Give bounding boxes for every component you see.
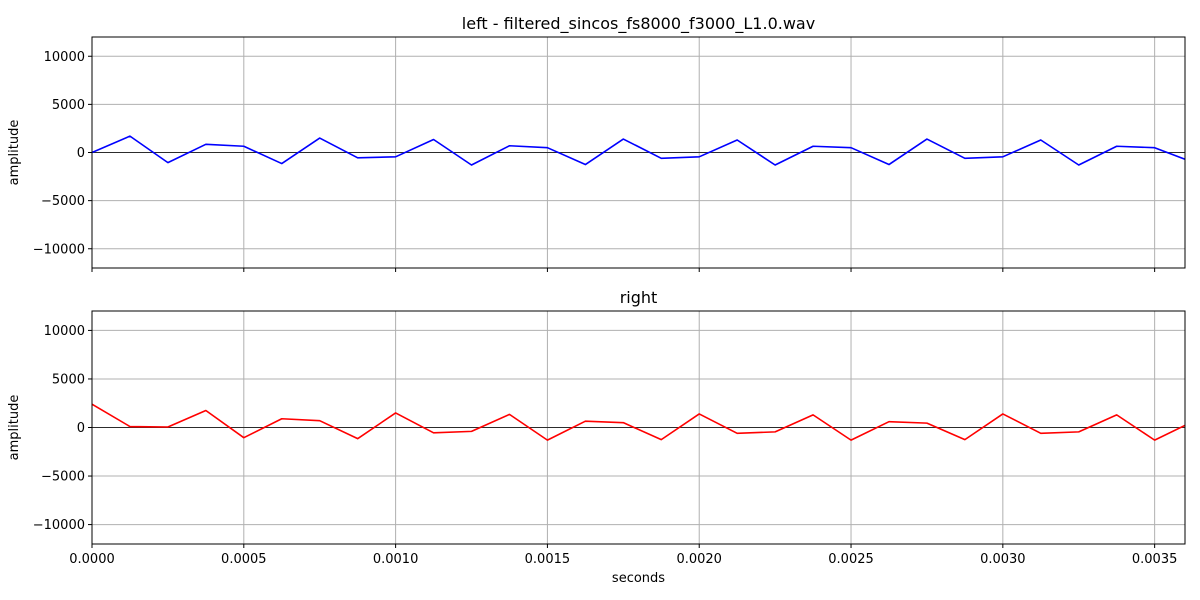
chart-title: right: [620, 288, 658, 307]
plot-frame: [91, 310, 1186, 545]
y-tick-label: 0: [77, 421, 85, 436]
x-tick-label: 0.0030: [980, 552, 1026, 567]
y-tick-label: −5000: [41, 194, 85, 209]
x-tick-label: 0.0025: [828, 552, 874, 567]
x-tick-label: 0.0035: [1132, 552, 1178, 567]
series-line-left: [92, 135, 1185, 166]
y-axis-label: amplitude: [7, 120, 22, 186]
y-tick-label: 10000: [44, 50, 85, 65]
y-tick-label: 5000: [52, 98, 85, 113]
y-tick-label: −5000: [41, 470, 85, 485]
chart-title: left - filtered_sincos_fs8000_f3000_L1.0…: [462, 14, 815, 34]
panel-right: 0.0000 0.0005 0.0010 0.0015 0.0020 0.0025 0.00…: [7, 288, 1186, 586]
x-tick-label: 0.0015: [525, 552, 571, 567]
y-tick-label: 10000: [44, 324, 85, 339]
y-tick-label: 0: [77, 146, 85, 161]
y-axis-label: amplitude: [7, 395, 22, 461]
x-tick-label: 0.0005: [221, 552, 267, 567]
series-line-right: [92, 403, 1185, 441]
x-axis-label: seconds: [612, 571, 665, 586]
x-tick-label: 0.0010: [373, 552, 419, 567]
y-tick-label: −10000: [33, 518, 85, 533]
y-tick-label: 5000: [52, 372, 85, 387]
panel-left: −10000 −5000 0 5000 10000 left - filtered_sin…: [7, 14, 1186, 272]
x-tick-label: 0.0020: [676, 552, 722, 567]
plot-frame: [91, 36, 1186, 269]
x-tick-label: 0.0000: [69, 552, 115, 567]
y-tick-label: −10000: [33, 242, 85, 257]
